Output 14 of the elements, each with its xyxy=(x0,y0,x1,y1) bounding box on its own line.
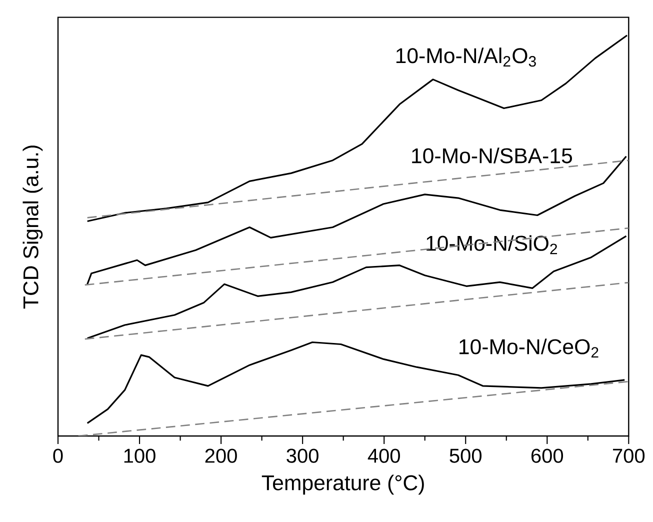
x-tick-label: 200 xyxy=(205,448,237,463)
series-label: 10-Mo-N/Al$_{2}$O$_{3}$ xyxy=(396,48,536,67)
x-tick-label: 700 xyxy=(613,448,645,463)
x-axis-title: Temperature (°C) xyxy=(262,474,424,495)
series-label: 10-Mo-N/CeO$_{2}$ xyxy=(460,338,598,358)
x-tick-label: 400 xyxy=(368,448,400,463)
series-label: 10-Mo-N/SiO$_{2}$ xyxy=(426,235,557,254)
y-axis-title: TCD Signal (a.u.) xyxy=(22,146,43,309)
x-tick-label: 600 xyxy=(531,448,564,463)
series-label: 10-Mo-N/SBA-15 xyxy=(412,148,572,164)
x-tick-label: 500 xyxy=(450,448,482,463)
x-tick-label: 100 xyxy=(124,448,156,463)
x-tick-label: 0 xyxy=(53,448,63,463)
x-tick-label: 300 xyxy=(286,448,318,463)
